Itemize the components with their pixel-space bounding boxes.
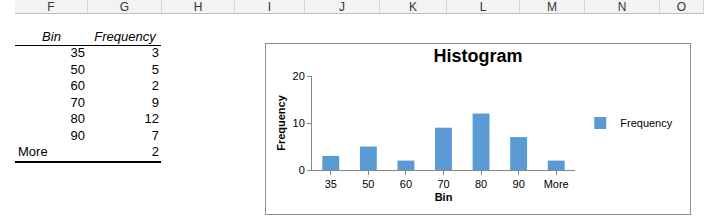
svg-text:10: 10 [293, 117, 305, 129]
html-text:5: 5 [151, 61, 159, 77]
html-text:60: 60 [70, 78, 85, 93]
html-text:More: More [18, 144, 48, 159]
html-text:Frequency: Frequency [94, 29, 156, 44]
html-text:7: 7 [151, 127, 159, 143]
svg-text:Frequency: Frequency [275, 94, 287, 151]
html-text:F: F [47, 0, 55, 14]
html-text:2: 2 [151, 78, 159, 93]
html-text:H: H [193, 0, 203, 14]
svg-text:More: More [544, 178, 569, 190]
html-text:I: I [267, 0, 272, 14]
svg-text:80: 80 [475, 178, 487, 190]
html-text:Bin: Bin [42, 29, 61, 44]
html-text:80: 80 [70, 111, 85, 126]
html-text:J: J [339, 0, 345, 14]
svg-text:60: 60 [400, 178, 412, 190]
svg-text:20: 20 [293, 70, 305, 82]
html-text:90: 90 [70, 127, 85, 143]
html-text:12: 12 [144, 111, 159, 126]
html-text:50: 50 [70, 61, 85, 77]
html-text:3: 3 [151, 45, 159, 60]
svg-text:Frequency: Frequency [620, 117, 672, 129]
svg-text:Histogram: Histogram [433, 46, 522, 66]
html-text:2: 2 [151, 144, 159, 159]
html-text:O: O [676, 0, 687, 14]
html-text:M: M [547, 0, 557, 14]
html-text:L: L [479, 0, 487, 14]
svg-text:70: 70 [437, 178, 449, 190]
html-text:9: 9 [151, 94, 159, 110]
html-text:G: G [119, 0, 130, 14]
html-text:35: 35 [70, 45, 85, 60]
svg-text:Bin: Bin [435, 191, 453, 203]
svg-text:90: 90 [513, 178, 525, 190]
html-text:N: N [617, 0, 627, 14]
svg-text:35: 35 [325, 178, 337, 190]
svg-text:0: 0 [299, 164, 305, 176]
html-text:K: K [409, 0, 417, 14]
svg-text:50: 50 [362, 178, 374, 190]
html-text:70: 70 [70, 94, 85, 110]
